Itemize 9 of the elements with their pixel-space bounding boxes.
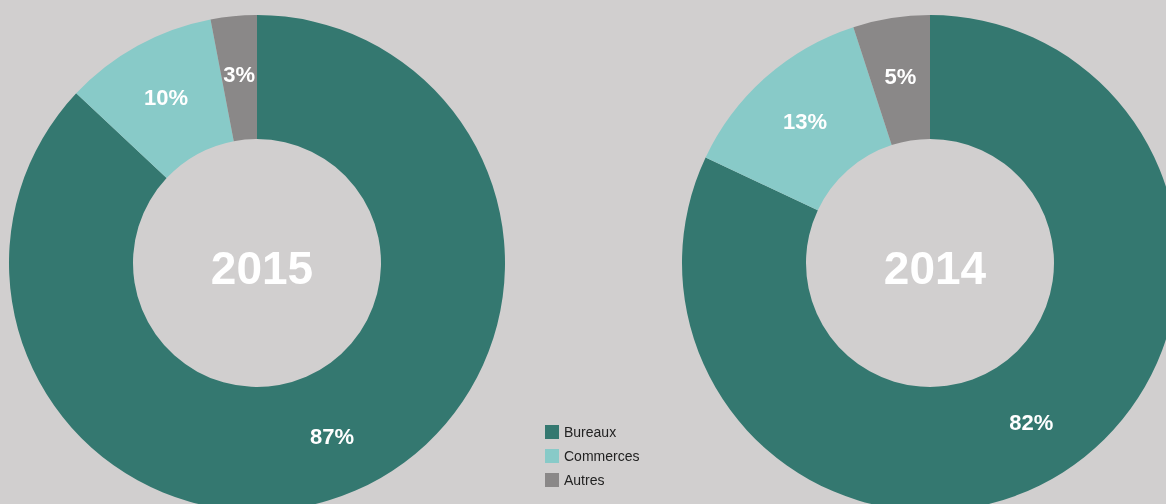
legend-label: Autres [564,472,605,488]
legend-label: Commerces [564,448,640,464]
data-label: 87% [310,423,355,449]
data-label: 3% [223,62,256,88]
data-label: 82% [1009,410,1054,436]
data-label: 13% [782,108,828,134]
data-label: 5% [884,63,917,89]
data-label: 10% [143,84,188,110]
legend-label: Bureaux [564,424,617,440]
